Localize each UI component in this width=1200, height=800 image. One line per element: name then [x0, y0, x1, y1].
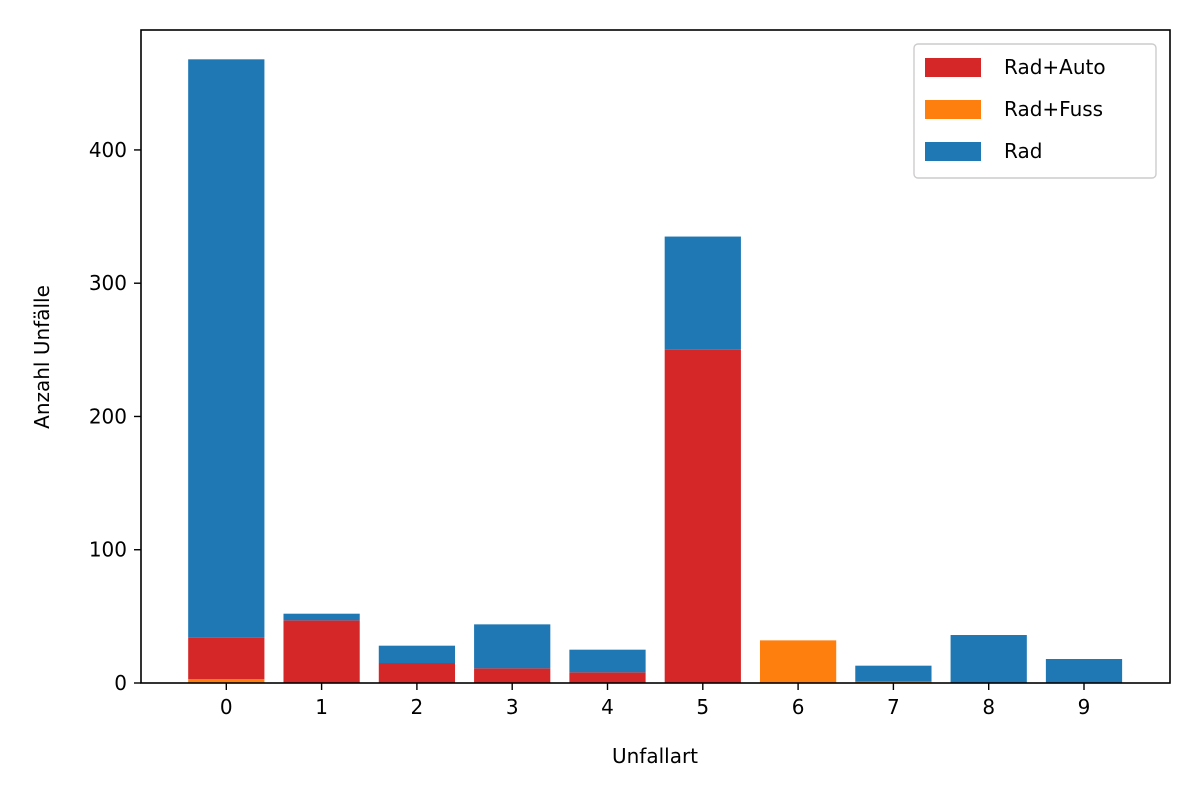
- plot-frame: [140, 29, 1171, 684]
- y-tick-label-400: 400: [89, 138, 127, 162]
- x-tick-label-0: 0: [220, 695, 233, 719]
- x-tick-label-3: 3: [506, 695, 519, 719]
- y-axis-ticks: 0 100 200 300 400: [89, 138, 141, 695]
- bar-rad-auto-1: [283, 620, 360, 683]
- legend-label-rad-fuss: Rad+Fuss: [1004, 97, 1103, 121]
- bar-rad-4: [569, 649, 646, 673]
- y-tick-label-100: 100: [89, 538, 127, 562]
- bar-rad-fuss-0: [188, 679, 265, 683]
- x-tick-label-2: 2: [411, 695, 424, 719]
- bar-rad-auto-3: [474, 668, 551, 683]
- x-tick-label-8: 8: [982, 695, 995, 719]
- y-tick-label-300: 300: [89, 271, 127, 295]
- legend-label-rad: Rad: [1004, 139, 1042, 163]
- bar-rad-1: [283, 613, 360, 621]
- bar-rad-0: [188, 59, 265, 638]
- bars-layer: [188, 59, 1123, 683]
- bar-rad-auto-0: [188, 637, 265, 679]
- bar-rad-auto-2: [378, 663, 456, 683]
- legend-swatch-rad: [925, 142, 981, 161]
- x-tick-label-9: 9: [1078, 695, 1091, 719]
- x-tick-label-6: 6: [792, 695, 805, 719]
- y-axis-label: Anzahl Unfälle: [30, 285, 54, 429]
- x-tick-label-1: 1: [315, 695, 328, 719]
- x-axis-ticks: 0 1 2 3 4 5 6 7 8 9: [220, 683, 1090, 719]
- x-tick-label-4: 4: [601, 695, 614, 719]
- bar-rad-5: [664, 236, 741, 350]
- y-tick-label-0: 0: [114, 671, 127, 695]
- bar-rad-3: [474, 624, 551, 669]
- x-tick-label-5: 5: [696, 695, 709, 719]
- bar-rad-7: [855, 665, 932, 682]
- legend-label-rad-auto: Rad+Auto: [1004, 55, 1106, 79]
- legend-swatch-rad-fuss: [925, 100, 981, 119]
- legend-swatch-rad-auto: [925, 58, 981, 77]
- bar-rad-8: [950, 635, 1027, 683]
- bar-rad-fuss-6: [759, 640, 837, 683]
- bar-rad-auto-5: [664, 349, 741, 683]
- bar-rad-auto-4: [569, 672, 646, 683]
- bar-rad-2: [378, 645, 456, 664]
- y-tick-label-200: 200: [89, 404, 127, 428]
- bar-rad-9: [1045, 659, 1123, 683]
- x-tick-label-7: 7: [887, 695, 900, 719]
- x-axis-label: Unfallart: [612, 744, 698, 768]
- legend: Rad+Auto Rad+Fuss Rad: [913, 43, 1157, 179]
